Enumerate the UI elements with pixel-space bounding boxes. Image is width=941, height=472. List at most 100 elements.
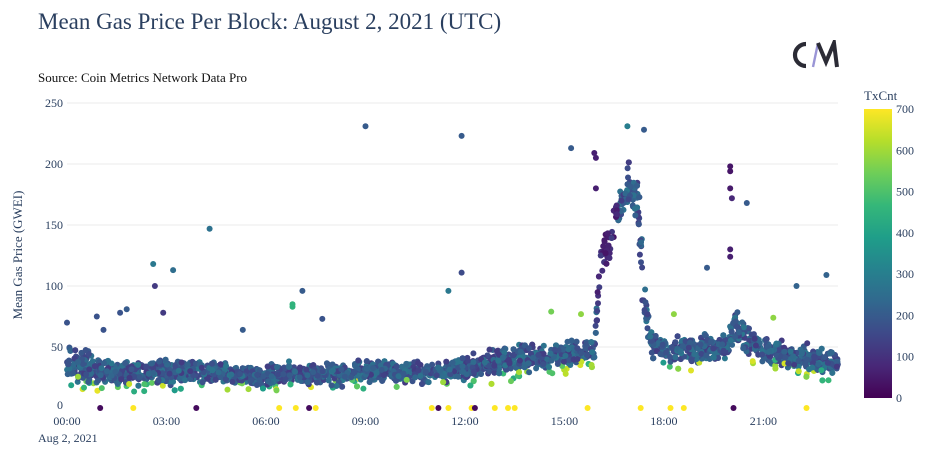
data-point bbox=[368, 371, 374, 378]
data-point bbox=[341, 373, 348, 380]
data-point bbox=[254, 371, 261, 378]
data-point bbox=[759, 351, 766, 358]
data-point bbox=[589, 349, 596, 356]
data-point bbox=[804, 340, 811, 347]
data-point bbox=[141, 388, 148, 395]
data-point bbox=[212, 376, 219, 383]
grid-lines bbox=[67, 102, 838, 348]
data-point bbox=[108, 372, 115, 379]
data-point bbox=[94, 387, 101, 394]
data-point bbox=[491, 362, 498, 369]
data-point bbox=[790, 353, 797, 360]
data-point bbox=[647, 333, 654, 340]
cm-logo-icon bbox=[792, 35, 839, 69]
coin-metrics-logo bbox=[789, 35, 841, 70]
data-point bbox=[568, 145, 575, 152]
data-point bbox=[657, 351, 664, 358]
data-point bbox=[691, 351, 698, 358]
data-point bbox=[141, 381, 148, 388]
data-point bbox=[729, 341, 736, 348]
data-point bbox=[516, 369, 522, 376]
data-point bbox=[636, 194, 643, 201]
data-point bbox=[419, 381, 425, 387]
data-point bbox=[164, 361, 171, 368]
colorbar-tick-label: 0 bbox=[896, 391, 902, 405]
data-point bbox=[818, 367, 825, 374]
colorbar-tick-label: 100 bbox=[896, 350, 914, 364]
data-point bbox=[816, 350, 823, 356]
data-point bbox=[710, 345, 717, 352]
data-point bbox=[478, 371, 484, 377]
data-point bbox=[728, 328, 735, 335]
data-point bbox=[510, 352, 516, 359]
data-point bbox=[803, 405, 810, 411]
data-point bbox=[112, 368, 119, 375]
data-point bbox=[217, 361, 224, 368]
data-point bbox=[101, 360, 107, 367]
data-point bbox=[128, 366, 135, 373]
data-point bbox=[823, 272, 830, 278]
data-point bbox=[310, 362, 317, 369]
data-point bbox=[743, 200, 750, 206]
data-point bbox=[65, 361, 72, 368]
data-point bbox=[588, 362, 595, 368]
data-points bbox=[64, 123, 841, 411]
data-point bbox=[435, 405, 442, 411]
data-point bbox=[224, 386, 231, 393]
data-point bbox=[546, 368, 553, 375]
data-point bbox=[465, 358, 472, 365]
data-point bbox=[118, 376, 125, 383]
data-point bbox=[274, 364, 280, 370]
data-point bbox=[639, 264, 646, 271]
data-point bbox=[574, 356, 581, 363]
data-point bbox=[256, 367, 263, 374]
data-point bbox=[680, 405, 687, 411]
x-date-label: Aug 2, 2021 bbox=[38, 431, 98, 445]
colorbar-tick-label: 300 bbox=[896, 267, 914, 281]
data-point bbox=[622, 190, 629, 197]
data-point bbox=[578, 350, 585, 356]
data-point bbox=[781, 348, 788, 355]
data-point bbox=[638, 239, 644, 246]
data-point bbox=[162, 356, 169, 363]
data-point bbox=[739, 319, 746, 326]
data-point bbox=[148, 379, 155, 386]
data-point bbox=[751, 335, 758, 342]
data-point bbox=[292, 368, 299, 375]
chart-title: Mean Gas Price Per Block: August 2, 2021… bbox=[38, 9, 502, 34]
data-point bbox=[750, 331, 757, 338]
data-point bbox=[104, 368, 110, 375]
data-point bbox=[719, 341, 726, 348]
data-point bbox=[329, 367, 336, 374]
x-tick-label: 00:00 bbox=[53, 414, 80, 428]
data-point bbox=[211, 371, 217, 378]
data-point bbox=[248, 377, 255, 384]
data-point bbox=[594, 289, 601, 296]
data-point bbox=[811, 353, 818, 360]
data-point bbox=[458, 132, 465, 139]
data-point bbox=[730, 405, 737, 411]
data-point bbox=[740, 345, 747, 352]
data-point bbox=[64, 319, 70, 326]
data-point bbox=[415, 360, 422, 367]
data-point bbox=[445, 405, 452, 411]
data-point bbox=[668, 344, 675, 351]
data-point bbox=[632, 212, 639, 219]
data-point bbox=[117, 309, 124, 316]
data-point bbox=[171, 387, 178, 394]
data-point bbox=[703, 352, 710, 359]
data-point bbox=[69, 370, 76, 377]
data-point bbox=[70, 362, 77, 369]
y-tick-label: 100 bbox=[45, 279, 63, 293]
data-point bbox=[584, 405, 591, 411]
data-point bbox=[296, 374, 303, 381]
data-point bbox=[663, 349, 670, 356]
data-point bbox=[592, 322, 599, 329]
data-point bbox=[710, 354, 717, 361]
colorbar-title: TxCnt bbox=[864, 88, 898, 103]
data-point bbox=[734, 309, 741, 316]
colorbar: TxCnt 0 100 200 300 400 500 600 700 bbox=[864, 88, 914, 405]
data-point bbox=[833, 363, 840, 370]
data-point bbox=[752, 342, 759, 349]
data-point bbox=[237, 370, 243, 377]
